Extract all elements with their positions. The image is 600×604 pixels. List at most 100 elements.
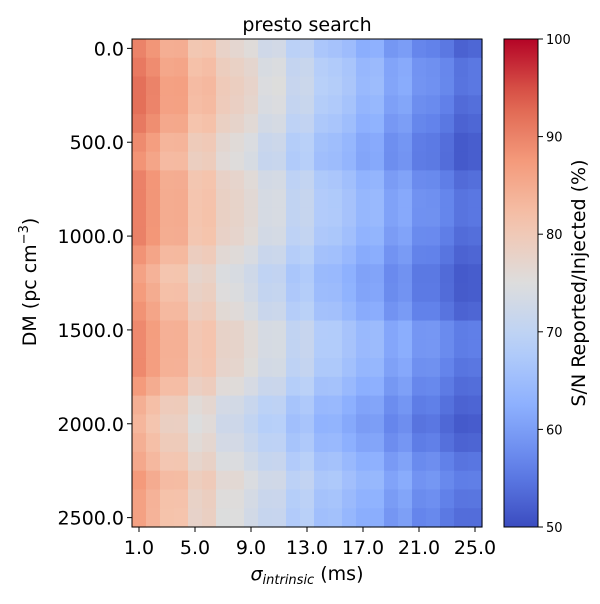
heatmap-cell (174, 57, 189, 78)
heatmap-cell (356, 76, 371, 96)
heatmap-cell (202, 451, 217, 472)
heatmap-cell (272, 376, 287, 397)
heatmap-cell (160, 226, 175, 247)
heatmap-cell (230, 414, 245, 434)
heatmap-cell (454, 395, 469, 415)
heatmap-cell (384, 95, 399, 115)
heatmap-cell (384, 376, 399, 397)
heatmap-cell (300, 39, 315, 59)
heatmap-cell (216, 320, 231, 340)
heatmap-cell (426, 245, 441, 265)
x-axis-ticks: 1.0 5.0 9.0 13.0 17.0 21.0 25.0 (124, 527, 496, 559)
heatmap-cell (356, 95, 371, 115)
heatmap-cell (160, 451, 175, 472)
heatmap-cell (272, 114, 287, 134)
y-axis-label-superscript: −3 (17, 225, 32, 244)
heatmap-cell (342, 451, 357, 472)
heatmap-cell (132, 508, 147, 528)
heatmap-cell (216, 226, 231, 247)
heatmap-cell (412, 114, 427, 134)
heatmap-cell (370, 95, 385, 115)
heatmap-cell (468, 376, 483, 397)
heatmap-cell (398, 395, 413, 415)
heatmap-cell (244, 508, 259, 528)
heatmap-cell (440, 189, 455, 209)
heatmap-cell (216, 132, 231, 153)
colorbar-tick-label: 60 (546, 423, 563, 438)
heatmap-cell (272, 245, 287, 265)
heatmap-cell (286, 226, 301, 247)
heatmap-cell (328, 226, 343, 247)
heatmap-cell (440, 451, 455, 472)
heatmap-cell (188, 376, 203, 397)
heatmap-cell (272, 433, 287, 453)
heatmap-cell (244, 76, 259, 96)
heatmap-cell (188, 245, 203, 265)
heatmap-cell (132, 189, 147, 209)
heatmap-cell (202, 132, 217, 153)
heatmap-cell (146, 451, 161, 472)
heatmap-cell (314, 207, 329, 228)
heatmap-cell (300, 114, 315, 134)
heatmap-cell (328, 339, 343, 359)
heatmap-cell (440, 226, 455, 247)
heatmap-cell (426, 414, 441, 434)
heatmap-cell (440, 264, 455, 284)
heatmap-cell (230, 132, 245, 153)
heatmap-cell (328, 95, 343, 115)
heatmap-cell (440, 414, 455, 434)
heatmap-cell (188, 451, 203, 472)
heatmap-cell (216, 339, 231, 359)
heatmap-cell (258, 395, 273, 415)
heatmap-cell (300, 395, 315, 415)
heatmap-cell (174, 245, 189, 265)
heatmap-cell (272, 339, 287, 359)
heatmap-cell (216, 433, 231, 453)
heatmap-cell (342, 376, 357, 397)
heatmap-cell (174, 301, 189, 322)
heatmap-cell (314, 301, 329, 322)
heatmap-cell (356, 376, 371, 397)
heatmap-cell (146, 39, 161, 59)
heatmap-cell (384, 76, 399, 96)
heatmap-cell (216, 395, 231, 415)
heatmap-cell (300, 283, 315, 303)
heatmap-cell (398, 39, 413, 59)
heatmap-cell (328, 508, 343, 528)
heatmap-cell (272, 395, 287, 415)
heatmap-cell (426, 151, 441, 171)
heatmap-cell (286, 358, 301, 378)
heatmap-cell (426, 376, 441, 397)
heatmap-cell (314, 39, 329, 59)
heatmap-cell (174, 339, 189, 359)
heatmap-cell (258, 470, 273, 491)
heatmap-cell (174, 395, 189, 415)
heatmap-cell (132, 339, 147, 359)
y-tick-label: 2500.0 (58, 508, 124, 530)
heatmap-cell (244, 283, 259, 303)
heatmap-cell (160, 95, 175, 115)
heatmap-cell (272, 470, 287, 491)
heatmap-cell (314, 395, 329, 415)
heatmap-cell (286, 76, 301, 96)
heatmap-cell (300, 189, 315, 209)
heatmap-cell (468, 95, 483, 115)
heatmap-cell (440, 376, 455, 397)
heatmap-cell (356, 395, 371, 415)
heatmap-cell (440, 76, 455, 96)
heatmap-cell (468, 170, 483, 190)
heatmap-cell (244, 151, 259, 171)
heatmap-cell (202, 95, 217, 115)
heatmap-cell (202, 414, 217, 434)
heatmap-cell (468, 207, 483, 228)
heatmap-cell (300, 451, 315, 472)
heatmap-cell (454, 245, 469, 265)
heatmap-cell (356, 114, 371, 134)
heatmap-cell (384, 451, 399, 472)
heatmap-cell (356, 57, 371, 78)
heatmap-cell (300, 57, 315, 78)
heatmap-cell (244, 470, 259, 491)
heatmap-cell (202, 508, 217, 528)
heatmap-cell (258, 414, 273, 434)
